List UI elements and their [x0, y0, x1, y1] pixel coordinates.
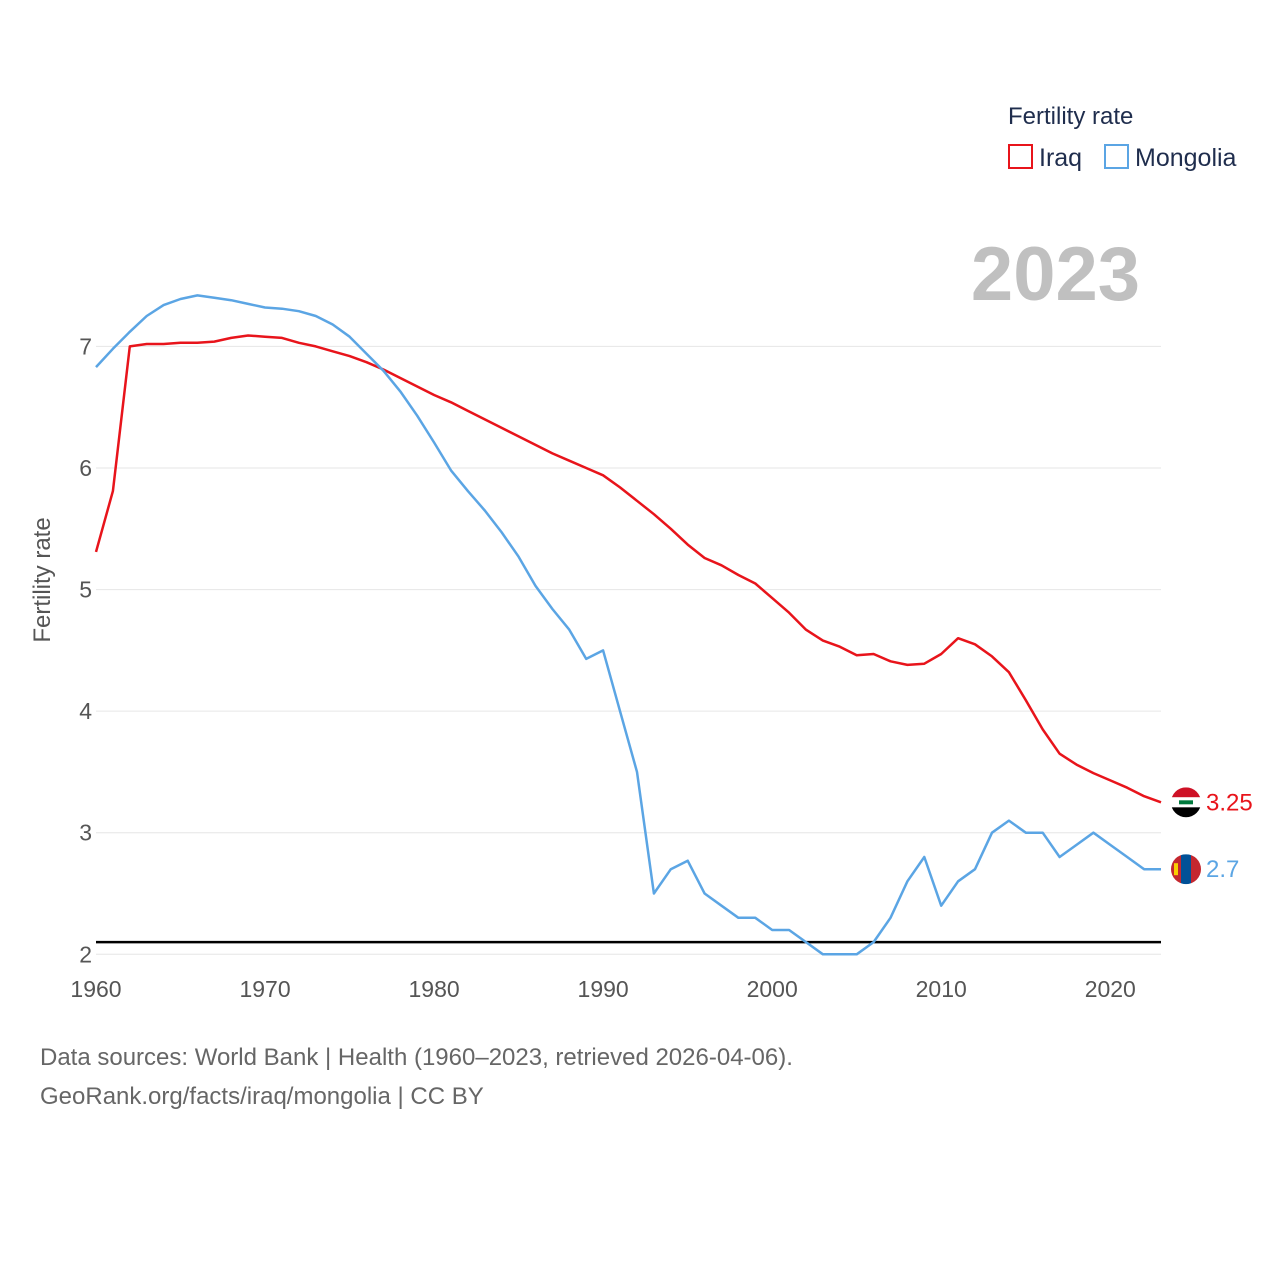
x-tick-label-1960: 1960: [70, 976, 121, 1002]
legend-swatch-mongolia[interactable]: [1104, 144, 1129, 169]
x-axis-ticks: 1960 1970 1980 1990 2000 2010 2020: [70, 976, 1135, 1002]
legend-swatch-iraq[interactable]: [1008, 144, 1033, 169]
y-tick-label-3: 3: [79, 820, 92, 846]
gridlines: [96, 345, 1161, 955]
y-axis-title: Fertility rate: [29, 517, 56, 642]
mongolia-flag-icon: [1171, 854, 1201, 885]
y-axis-ticks: 2 3 4 5 6 7: [79, 333, 92, 967]
year-label: 2023: [971, 232, 1140, 317]
x-tick-label-1970: 1970: [239, 976, 290, 1002]
x-tick-label-1990: 1990: [578, 976, 629, 1002]
footer-sources: Data sources: World Bank | Health (1960–…: [40, 1044, 793, 1071]
y-tick-label-2: 2: [79, 941, 92, 967]
y-tick-label-6: 6: [79, 455, 92, 481]
series-line-mongolia[interactable]: [95, 294, 1161, 956]
y-tick-label-7: 7: [79, 333, 92, 359]
x-tick-label-2010: 2010: [916, 976, 967, 1002]
y-tick-label-5: 5: [79, 577, 92, 603]
series-line-iraq[interactable]: [94, 334, 1162, 804]
iraq-end-marker: 3.25: [1171, 787, 1253, 818]
iraq-end-value-label: 3.25: [1206, 789, 1253, 816]
mongolia-end-marker: 2.7: [1171, 854, 1239, 885]
series-lines: [94, 294, 1162, 956]
iraq-flag-icon: [1171, 787, 1201, 818]
legend-label-iraq[interactable]: Iraq: [1039, 144, 1082, 172]
legend: Fertility rate Iraq Mongolia: [1008, 103, 1237, 172]
legend-label-mongolia[interactable]: Mongolia: [1135, 144, 1237, 172]
y-tick-label-4: 4: [79, 698, 92, 724]
x-tick-label-1980: 1980: [409, 976, 460, 1002]
legend-title: Fertility rate: [1008, 103, 1133, 130]
x-tick-label-2000: 2000: [747, 976, 798, 1002]
footer-attribution[interactable]: GeoRank.org/facts/iraq/mongolia | CC BY: [40, 1083, 484, 1110]
mongolia-end-value-label: 2.7: [1206, 856, 1239, 883]
x-tick-label-2020: 2020: [1085, 976, 1136, 1002]
